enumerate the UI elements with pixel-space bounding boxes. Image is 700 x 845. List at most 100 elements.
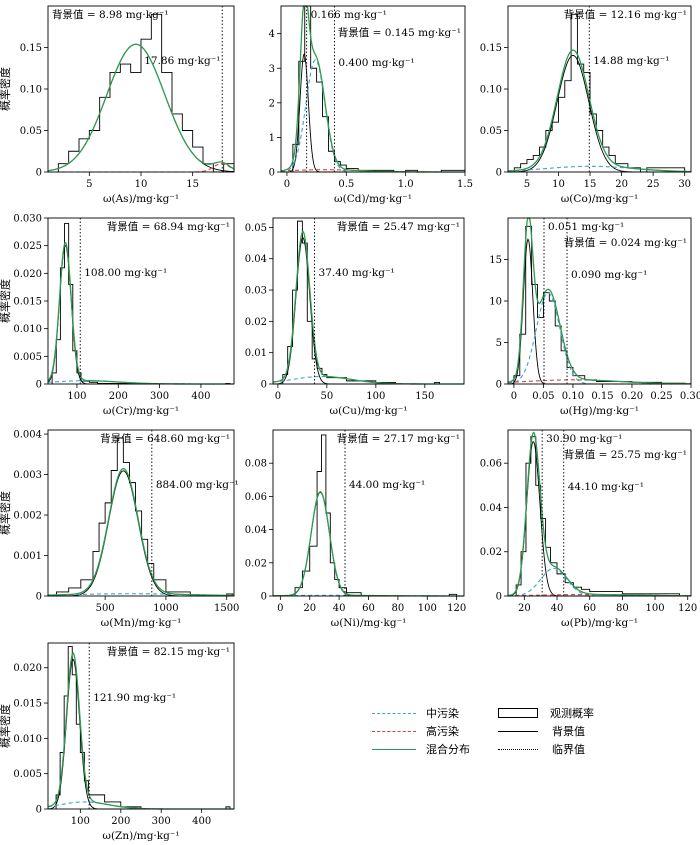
x-tick-label: 120 bbox=[678, 603, 697, 614]
plot-frame bbox=[272, 429, 465, 597]
legend-item-critical: 临界值 bbox=[498, 742, 585, 756]
critical-value-label: 0.166 mg·kg⁻¹ bbox=[311, 9, 387, 21]
y-tick-label: 0 bbox=[496, 168, 502, 179]
y-tick-label: 15 bbox=[489, 255, 502, 266]
legend-item-background: 背景值 bbox=[498, 724, 585, 738]
y-tick-label: 0.02 bbox=[245, 558, 267, 569]
y-tick-label: 0.004 bbox=[13, 430, 42, 441]
legend-swatch-mixed bbox=[372, 748, 416, 750]
x-axis-label: ω(Cr)/mg·kg⁻¹ bbox=[103, 405, 179, 417]
x-tick-label: 120 bbox=[447, 603, 466, 614]
x-tick-label: 200 bbox=[111, 816, 130, 827]
histogram-ni bbox=[294, 434, 458, 597]
x-tick-label: 60 bbox=[583, 603, 596, 614]
x-tick-label: 1000 bbox=[153, 603, 178, 614]
x-tick-label: 40 bbox=[551, 603, 564, 614]
critical-value-label: 884.00 mg·kg⁻¹ bbox=[156, 479, 239, 491]
panel-cr: 108.00 mg·kg⁻¹ 背景值 = 68.94 mg·kg⁻¹ 100 200 3… bbox=[0, 214, 235, 417]
legend-label-high: 高污染 bbox=[426, 725, 459, 738]
x-tick-label: 0 bbox=[284, 179, 290, 190]
y-tick-label: 0.08 bbox=[245, 459, 267, 470]
critical-value-label: 44.00 mg·kg⁻¹ bbox=[349, 479, 425, 491]
panel-ni: 44.00 mg·kg⁻¹ 背景值 = 27.17 mg·kg⁻¹ 0 20 40 60 8… bbox=[245, 429, 466, 629]
y-tick-label: 5 bbox=[496, 338, 502, 349]
panel-cu: 37.40 mg·kg⁻¹ 背景值 = 25.47 mg·kg⁻¹ 0 50 100 15… bbox=[245, 217, 465, 417]
y-tick-label: 0 bbox=[36, 380, 42, 391]
x-tick-label: 5 bbox=[86, 179, 92, 190]
background-value-label: 背景值 = 648.60 mg·kg⁻¹ bbox=[100, 432, 230, 445]
plot-frame bbox=[507, 429, 692, 597]
y-tick-label: 0 bbox=[496, 592, 502, 603]
x-tick-label: 0.5 bbox=[338, 179, 354, 190]
x-tick-label: 0.05 bbox=[532, 391, 554, 402]
y-tick-label: 0.005 bbox=[13, 352, 42, 363]
x-tick-label: 15 bbox=[186, 179, 199, 190]
panel-pb: 30.90 mg·kg⁻¹ 44.10 mg·kg⁻¹ 背景值 = 25.75 mg… bbox=[480, 429, 697, 629]
y-tick-label: 0.010 bbox=[13, 734, 42, 745]
x-tick-label: 100 bbox=[646, 603, 665, 614]
plot-frame bbox=[507, 5, 692, 173]
x-tick-label: 0.25 bbox=[650, 391, 672, 402]
y-tick-label: 0 bbox=[496, 380, 502, 391]
panel-co: 14.88 mg·kg⁻¹ 背景值 = 12.16 mg·kg⁻¹ 5 10 15 20 2… bbox=[480, 5, 692, 205]
critical-value-label: 0.051 mg·kg⁻¹ bbox=[548, 221, 624, 233]
plot-frame bbox=[47, 5, 235, 173]
curve-mixed-ni bbox=[272, 491, 464, 597]
background-value-label: 背景值 = 82.15 mg·kg⁻¹ bbox=[107, 645, 230, 658]
curve-mixed-as bbox=[47, 43, 235, 172]
background-value-label: 背景值 = 27.17 mg·kg⁻¹ bbox=[337, 432, 460, 445]
x-tick-label: 20 bbox=[615, 179, 628, 190]
plot-frame bbox=[280, 5, 466, 173]
curve-background-cu bbox=[272, 237, 464, 385]
x-tick-label: 20 bbox=[518, 603, 531, 614]
x-axis-label: ω(Cd)/mg·kg⁻¹ bbox=[334, 193, 412, 205]
x-tick-label: 50 bbox=[321, 391, 334, 402]
histogram-mn bbox=[56, 437, 234, 597]
legend-label-moderate: 中污染 bbox=[426, 707, 459, 720]
x-tick-label: 500 bbox=[96, 603, 115, 614]
y-tick-label: 4 bbox=[269, 29, 275, 40]
panel-zn: 121.90 mg·kg⁻¹ 背景值 = 82.15 mg·kg⁻¹ 100 200 3… bbox=[0, 642, 235, 842]
critical-value-label: 0.090 mg·kg⁻¹ bbox=[571, 269, 647, 281]
y-tick-label: 0.015 bbox=[13, 699, 42, 710]
x-tick-label: 1500 bbox=[214, 603, 239, 614]
legend-label-observed: 观测概率 bbox=[550, 707, 594, 720]
curve-mixed-cr bbox=[47, 242, 234, 385]
legend-item-mixed: 混合分布 bbox=[372, 742, 470, 756]
x-tick-label: 400 bbox=[191, 391, 210, 402]
x-tick-label: 1.0 bbox=[398, 179, 414, 190]
x-axis-label: ω(Hg)/mg·kg⁻¹ bbox=[560, 405, 639, 417]
x-tick-label: 400 bbox=[192, 816, 211, 827]
background-value-label: 背景值 = 25.75 mg·kg⁻¹ bbox=[564, 448, 687, 461]
y-tick-label: 0 bbox=[36, 805, 42, 816]
panel-hg: 0.051 mg·kg⁻¹ 0.090 mg·kg⁻¹ 背景值 = 0.024 mg… bbox=[489, 217, 700, 417]
x-tick-label: 80 bbox=[392, 603, 405, 614]
background-value-label: 背景值 = 0.024 mg·kg⁻¹ bbox=[564, 236, 687, 249]
y-tick-label: 10 bbox=[489, 297, 502, 308]
critical-value-label: 108.00 mg·kg⁻¹ bbox=[84, 267, 167, 279]
x-tick-label: 0.15 bbox=[591, 391, 613, 402]
y-tick-label: 0.06 bbox=[245, 492, 267, 503]
x-tick-label: 300 bbox=[150, 391, 169, 402]
x-tick-label: 30 bbox=[678, 179, 691, 190]
x-tick-label: 100 bbox=[71, 816, 90, 827]
x-tick-label: 150 bbox=[415, 391, 434, 402]
y-tick-label: 0.010 bbox=[13, 324, 42, 335]
x-tick-label: 20 bbox=[303, 603, 316, 614]
plot-frame bbox=[47, 642, 235, 810]
background-value-label: 背景值 = 0.145 mg·kg⁻¹ bbox=[338, 26, 461, 39]
curve-moderate-ni bbox=[272, 594, 464, 597]
x-tick-label: 100 bbox=[418, 603, 437, 614]
y-tick-label: 2 bbox=[269, 98, 275, 109]
x-axis-label: ω(As)/mg·kg⁻¹ bbox=[103, 193, 179, 205]
critical-value-label: 121.90 mg·kg⁻¹ bbox=[93, 692, 176, 704]
y-axis-label: 概率密度 bbox=[0, 704, 12, 748]
legend-swatch-high bbox=[372, 730, 416, 732]
legend-swatch-observed bbox=[498, 708, 538, 718]
y-tick-label: 0.02 bbox=[245, 317, 267, 328]
x-tick-label: 0.20 bbox=[621, 391, 643, 402]
y-tick-label: 1 bbox=[269, 133, 275, 144]
histogram-zn bbox=[55, 646, 231, 810]
panel-mn: 884.00 mg·kg⁻¹ 背景值 = 648.60 mg·kg⁻¹ 500 100… bbox=[0, 430, 239, 629]
x-axis-label: ω(Mn)/mg·kg⁻¹ bbox=[101, 617, 182, 629]
